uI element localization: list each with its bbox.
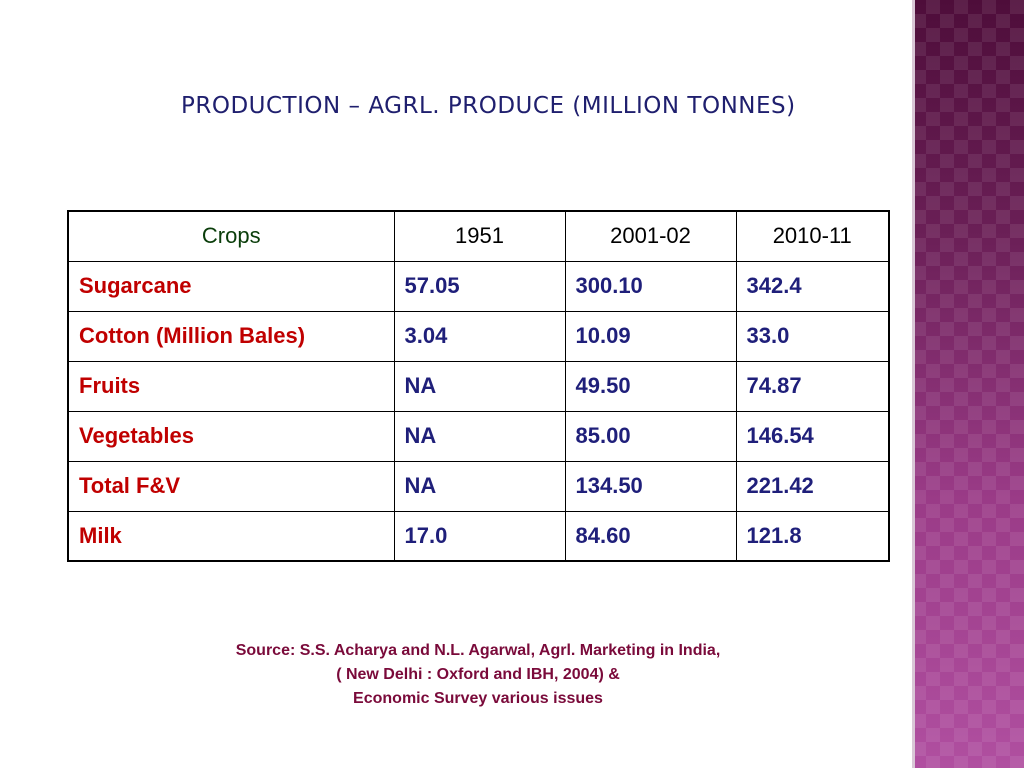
header-1951: 1951 (393, 210, 566, 262)
crop-name: Total F&V (67, 460, 395, 512)
table-row: Cotton (Million Bales) 3.04 10.09 33.0 (67, 310, 890, 362)
source-citation: Source: S.S. Acharya and N.L. Agarwal, A… (140, 639, 816, 711)
crop-name: Cotton (Million Bales) (67, 310, 395, 362)
value-2001-02: 84.60 (564, 510, 737, 562)
value-1951: 3.04 (393, 310, 566, 362)
header-2001-02: 2001-02 (564, 210, 737, 262)
slide-title: PRODUCTION – AGRL. PRODUCE (MILLION TONN… (181, 93, 796, 119)
crop-name: Vegetables (67, 410, 395, 462)
value-1951: NA (393, 460, 566, 512)
value-1951: NA (393, 410, 566, 462)
value-2010-11: 33.0 (735, 310, 890, 362)
crop-name: Fruits (67, 360, 395, 412)
value-2001-02: 10.09 (564, 310, 737, 362)
source-line-1: Source: S.S. Acharya and N.L. Agarwal, A… (235, 642, 721, 659)
table-row: Milk 17.0 84.60 121.8 (67, 510, 890, 562)
value-1951: 17.0 (393, 510, 566, 562)
table-row: Vegetables NA 85.00 146.54 (67, 410, 890, 462)
table-row: Total F&V NA 134.50 221.42 (67, 460, 890, 512)
side-band-edge (912, 0, 915, 768)
decorative-side-band (912, 0, 1024, 768)
header-crops: Crops (67, 210, 395, 262)
value-1951: 57.05 (393, 260, 566, 312)
source-line-2: ( New Delhi : Oxford and IBH, 2004) & (336, 666, 620, 683)
production-table: Crops 1951 2001-02 2010-11 Sugarcane 57.… (67, 210, 890, 562)
value-2010-11: 121.8 (735, 510, 890, 562)
table-row: Fruits NA 49.50 74.87 (67, 360, 890, 412)
header-2010-11: 2010-11 (735, 210, 890, 262)
crop-name: Milk (67, 510, 395, 562)
table-row: Sugarcane 57.05 300.10 342.4 (67, 260, 890, 312)
value-2001-02: 49.50 (564, 360, 737, 412)
value-2010-11: 342.4 (735, 260, 890, 312)
value-2010-11: 74.87 (735, 360, 890, 412)
value-2010-11: 146.54 (735, 410, 890, 462)
value-2010-11: 221.42 (735, 460, 890, 512)
value-2001-02: 134.50 (564, 460, 737, 512)
value-2001-02: 300.10 (564, 260, 737, 312)
value-1951: NA (393, 360, 566, 412)
table-header-row: Crops 1951 2001-02 2010-11 (67, 210, 890, 262)
value-2001-02: 85.00 (564, 410, 737, 462)
crop-name: Sugarcane (67, 260, 395, 312)
source-line-3: Economic Survey various issues (353, 690, 603, 707)
